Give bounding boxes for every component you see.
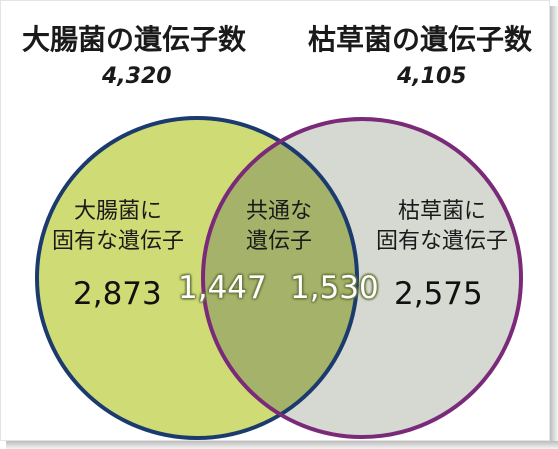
right-circle-outline: [201, 117, 523, 439]
left-unique-count: 2,873: [73, 276, 162, 312]
overlap-label: 共通な 遺伝子: [222, 197, 336, 257]
overlap-region: [203, 119, 357, 437]
right-unique-count: 2,575: [394, 276, 483, 312]
overlap-count-left: 1,447: [178, 270, 267, 306]
right-set-title: 枯草菌の遺伝子数: [308, 23, 533, 56]
frame-shadow-right: [550, 6, 558, 449]
right-set-total: 4,105: [397, 64, 467, 89]
frame-shadow-bottom: [6, 441, 558, 449]
right-unique-label: 枯草菌に 固有な遺伝子: [362, 197, 522, 257]
left-unique-label: 大腸菌に 固有な遺伝子: [38, 197, 198, 257]
left-unique-label-line2: 固有な遺伝子: [51, 229, 184, 254]
overlap-label-line1: 共通な: [245, 199, 312, 224]
overlap-label-line2: 遺伝子: [245, 229, 312, 254]
left-circle-outline: [35, 116, 359, 440]
left-set-title: 大腸菌の遺伝子数: [22, 23, 247, 56]
right-unique-label-line1: 枯草菌に: [397, 199, 486, 224]
left-set-total: 4,320: [102, 64, 172, 89]
left-unique-label-line1: 大腸菌に: [73, 199, 162, 224]
overlap-count-right: 1,530: [290, 270, 379, 306]
right-unique-label-line2: 固有な遺伝子: [375, 229, 508, 254]
